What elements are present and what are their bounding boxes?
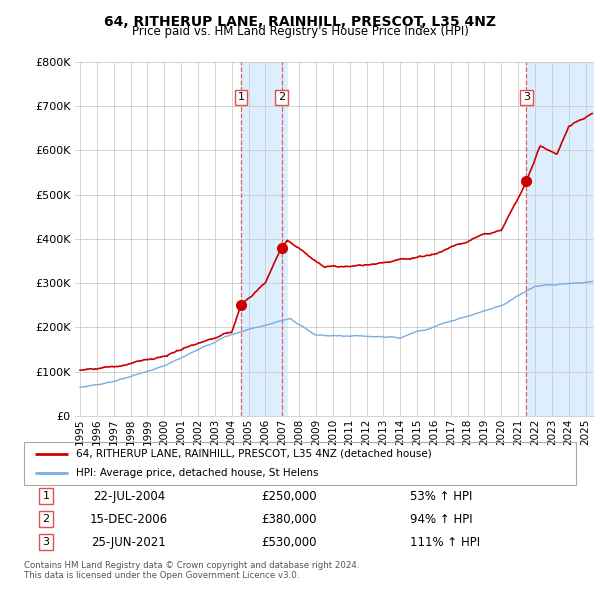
Text: £380,000: £380,000 — [261, 513, 317, 526]
Text: Contains HM Land Registry data © Crown copyright and database right 2024.
This d: Contains HM Land Registry data © Crown c… — [24, 560, 359, 580]
Text: HPI: Average price, detached house, St Helens: HPI: Average price, detached house, St H… — [76, 468, 319, 478]
Bar — [241, 62, 287, 416]
Text: 64, RITHERUP LANE, RAINHILL, PRESCOT, L35 4NZ: 64, RITHERUP LANE, RAINHILL, PRESCOT, L3… — [104, 15, 496, 29]
Text: 53% ↑ HPI: 53% ↑ HPI — [410, 490, 473, 503]
Text: 1: 1 — [43, 491, 50, 501]
Text: 1: 1 — [238, 93, 244, 102]
Text: 64, RITHERUP LANE, RAINHILL, PRESCOT, L35 4NZ (detached house): 64, RITHERUP LANE, RAINHILL, PRESCOT, L3… — [76, 448, 432, 458]
Bar — [526, 62, 594, 416]
Text: 2: 2 — [278, 93, 285, 102]
Text: 111% ↑ HPI: 111% ↑ HPI — [410, 536, 481, 549]
Text: 25-JUN-2021: 25-JUN-2021 — [92, 536, 166, 549]
Text: Price paid vs. HM Land Registry's House Price Index (HPI): Price paid vs. HM Land Registry's House … — [131, 25, 469, 38]
Text: 15-DEC-2006: 15-DEC-2006 — [90, 513, 168, 526]
Text: 3: 3 — [523, 93, 530, 102]
Text: 3: 3 — [43, 537, 50, 547]
Text: 94% ↑ HPI: 94% ↑ HPI — [410, 513, 473, 526]
Text: £530,000: £530,000 — [261, 536, 317, 549]
Text: 2: 2 — [43, 514, 50, 524]
Text: £250,000: £250,000 — [261, 490, 317, 503]
Text: 22-JUL-2004: 22-JUL-2004 — [93, 490, 165, 503]
